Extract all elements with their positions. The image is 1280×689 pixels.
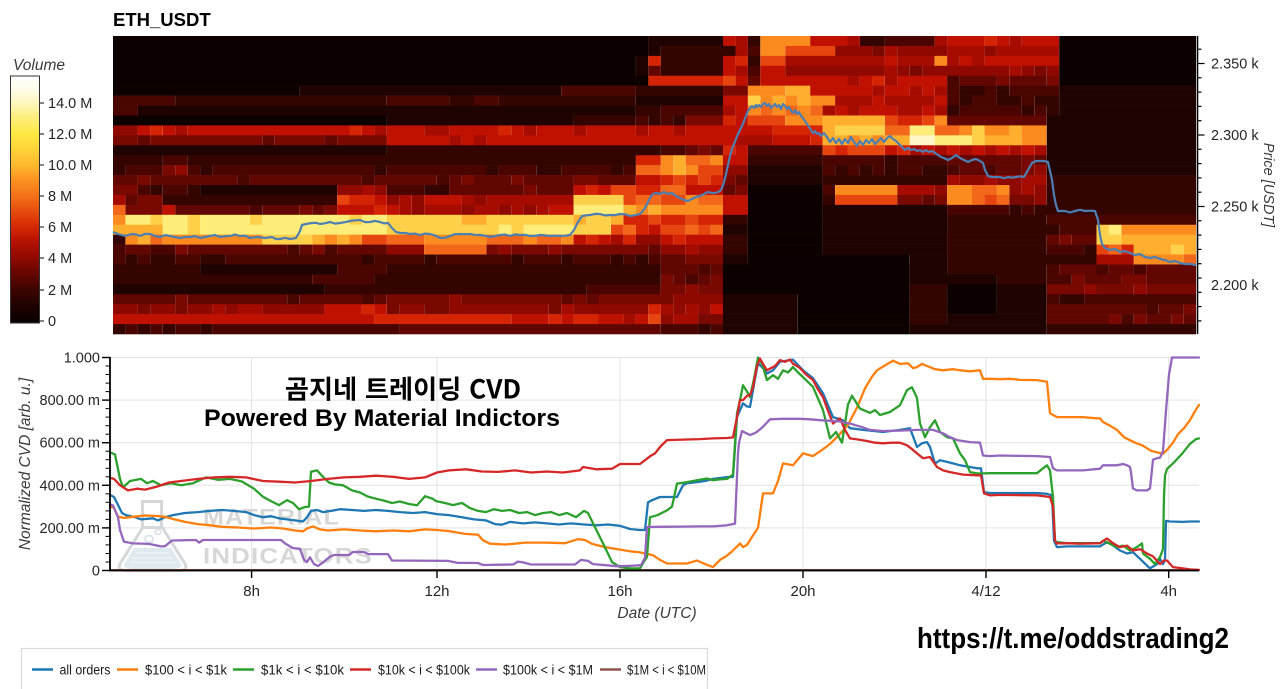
svg-text:2.300 k: 2.300 k	[1211, 128, 1259, 144]
svg-text:4/12: 4/12	[971, 583, 1000, 600]
svg-text:8h: 8h	[243, 583, 260, 600]
svg-text:Volume: Volume	[13, 57, 65, 74]
svg-text:8 M: 8 M	[48, 189, 72, 205]
svg-text:2 M: 2 M	[48, 283, 72, 299]
svg-text:$1k < i < $10k: $1k < i < $10k	[261, 663, 344, 678]
svg-text:1.000: 1.000	[64, 351, 100, 367]
svg-text:0: 0	[48, 314, 56, 330]
svg-text:12.0 M: 12.0 M	[48, 127, 92, 143]
svg-text:6 M: 6 M	[48, 220, 72, 236]
svg-text:4 M: 4 M	[48, 251, 72, 267]
svg-text:10.0 M: 10.0 M	[48, 158, 92, 174]
svg-text:Powered By Material Indictors: Powered By Material Indictors	[204, 405, 560, 432]
svg-text:16h: 16h	[607, 583, 632, 600]
svg-text:4h: 4h	[1160, 583, 1177, 600]
svg-text:2.200 k: 2.200 k	[1211, 278, 1259, 294]
svg-text:800.00 m: 800.00 m	[40, 393, 100, 409]
svg-text:2.350 k: 2.350 k	[1211, 57, 1259, 73]
svg-text:all orders: all orders	[60, 663, 111, 678]
svg-text:2.250 k: 2.250 k	[1211, 200, 1259, 216]
svg-text:$1M < i < $10M: $1M < i < $10M	[627, 663, 706, 678]
svg-text:14.0 M: 14.0 M	[48, 96, 92, 112]
svg-text:https://t.me/oddstrading2: https://t.me/oddstrading2	[917, 623, 1229, 655]
svg-text:600.00 m: 600.00 m	[40, 436, 100, 452]
svg-text:$100k < i < $1M: $100k < i < $1M	[503, 663, 593, 678]
svg-text:ETH_USDT: ETH_USDT	[113, 9, 211, 30]
svg-text:0: 0	[92, 564, 100, 580]
svg-text:$10k < i < $100k: $10k < i < $100k	[378, 663, 470, 678]
svg-text:Price [USDT]: Price [USDT]	[1260, 143, 1276, 229]
svg-text:12h: 12h	[424, 583, 449, 600]
svg-text:400.00 m: 400.00 m	[40, 478, 100, 494]
svg-text:20h: 20h	[790, 583, 815, 600]
svg-text:Date (UTC): Date (UTC)	[617, 605, 696, 622]
svg-text:200.00 m: 200.00 m	[40, 521, 100, 537]
svg-text:$100 < i < $1k: $100 < i < $1k	[145, 663, 227, 678]
svg-text:Normalized CVD [arb. u.]: Normalized CVD [arb. u.]	[17, 377, 34, 550]
